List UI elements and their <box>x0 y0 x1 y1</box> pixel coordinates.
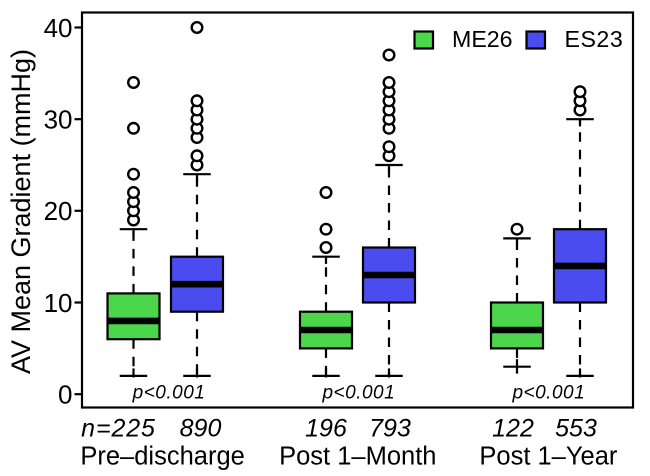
svg-text:793: 793 <box>369 415 411 443</box>
svg-text:Pre–discharge: Pre–discharge <box>80 443 244 471</box>
svg-text:Post 1–Month: Post 1–Month <box>279 443 436 471</box>
svg-text:196: 196 <box>305 415 347 443</box>
svg-text:553: 553 <box>555 415 597 443</box>
svg-text:AV Mean Gradient (mmHg): AV Mean Gradient (mmHg) <box>6 49 36 374</box>
svg-text:p<0.001: p<0.001 <box>511 383 585 404</box>
svg-text:ES23: ES23 <box>565 26 624 52</box>
svg-text:p<0.001: p<0.001 <box>132 383 206 404</box>
svg-text:20: 20 <box>44 196 73 226</box>
svg-text:p<0.001: p<0.001 <box>321 383 395 404</box>
svg-text:122: 122 <box>492 415 534 443</box>
svg-text:ME26: ME26 <box>452 26 513 52</box>
svg-text:0: 0 <box>58 380 72 410</box>
svg-text:Post 1–Year: Post 1–Year <box>479 443 618 471</box>
svg-text:30: 30 <box>44 105 73 135</box>
svg-text:n=225: n=225 <box>81 415 156 443</box>
svg-text:40: 40 <box>44 13 73 43</box>
svg-text:10: 10 <box>44 288 73 318</box>
svg-text:890: 890 <box>180 415 222 443</box>
